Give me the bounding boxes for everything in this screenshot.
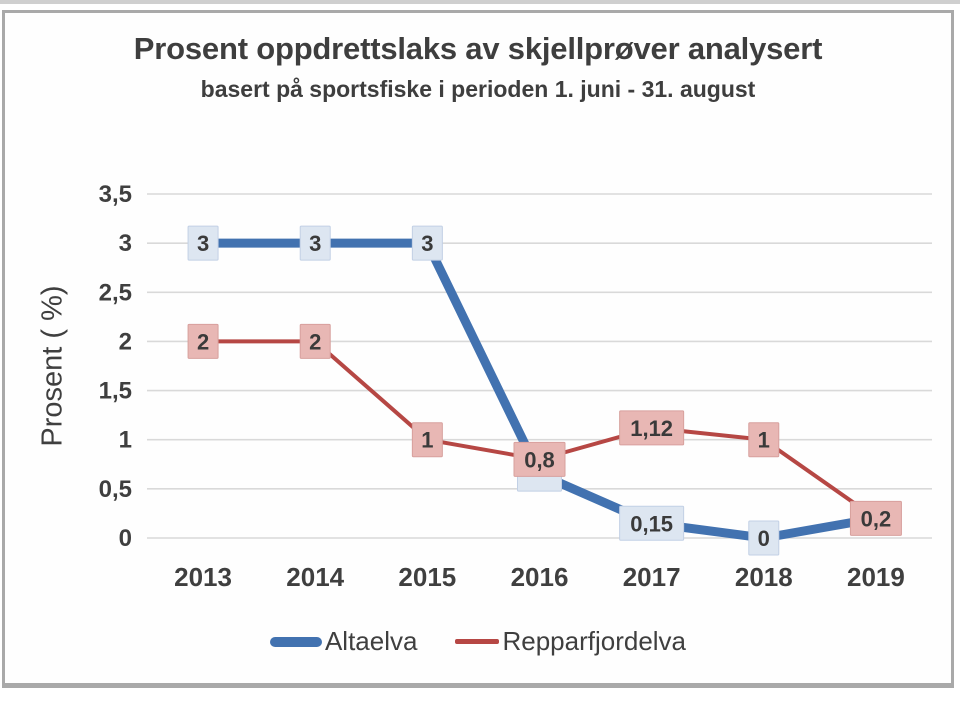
data-label-box: [748, 520, 780, 556]
data-label-box: [299, 225, 331, 261]
legend-item-repparfjordelva: Repparfjordelva: [455, 626, 686, 657]
data-label-box: [411, 225, 443, 261]
data-label-box: [619, 410, 685, 446]
data-label: 0,8: [524, 447, 555, 472]
data-label-box: [411, 422, 443, 458]
x-axis-label: 2016: [511, 562, 569, 592]
legend-label-altaelva: Altaelva: [324, 626, 418, 656]
data-label: 1: [421, 428, 433, 453]
x-axis-label: 2017: [623, 562, 681, 592]
data-label-box: [513, 441, 566, 477]
x-axis-label: 2015: [398, 562, 456, 592]
y-tick-label: 2,5: [99, 279, 132, 306]
x-axis-label: 2018: [735, 562, 793, 592]
data-label: 3: [421, 231, 433, 256]
data-label-box: [187, 225, 219, 261]
data-label: 1,12: [630, 416, 673, 441]
y-axis-title: Prosent ( %): [36, 285, 69, 447]
top-strip: [0, 0, 960, 4]
data-label: 1: [758, 428, 770, 453]
x-axis-label: 2014: [286, 562, 344, 592]
data-label-box: [849, 500, 902, 536]
y-tick-label: 0: [119, 525, 132, 552]
altaelva-line-swatch-icon: [269, 636, 322, 647]
data-label: 3: [309, 231, 321, 256]
legend-label-repparfjordelva: Repparfjordelva: [502, 626, 687, 656]
y-tick-label: 1,5: [99, 378, 132, 405]
y-tick-label: 0,5: [99, 476, 132, 503]
y-tick-label: 3: [119, 230, 132, 257]
data-label: 0,15: [630, 511, 673, 536]
legend-item-altaelva: Altaelva: [269, 626, 418, 657]
y-tick-label: 1: [119, 427, 132, 454]
chart-frame: 0 0,5 1 1,5 2 2,5 3 3,5 2013 2014 2015 2016 2017 2018…: [2, 10, 954, 688]
repparfjordelva-line-swatch-icon: [455, 639, 500, 644]
data-label: 2: [309, 329, 321, 354]
data-label: 0,2: [861, 506, 892, 531]
data-label-box: [187, 323, 219, 359]
data-label-box: [619, 505, 685, 541]
y-tick-label: 2: [119, 328, 132, 355]
data-label: 0: [758, 526, 770, 551]
data-label: 3: [197, 231, 209, 256]
y-tick-label: 3,5: [99, 181, 132, 208]
data-label-box: [299, 323, 331, 359]
data-label-box: [748, 422, 780, 458]
chart-legend: Altaelva Repparfjordelva: [5, 626, 951, 657]
data-label: 2: [197, 329, 209, 354]
x-axis-label: 2013: [174, 562, 232, 592]
x-axis-label: 2019: [847, 562, 905, 592]
